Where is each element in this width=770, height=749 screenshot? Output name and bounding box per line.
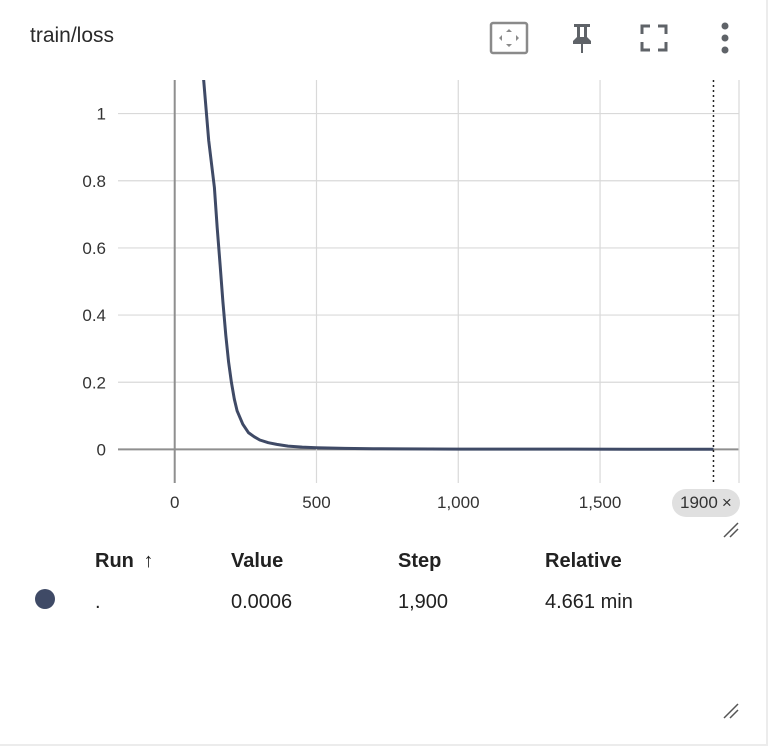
run-name: . <box>95 590 101 613</box>
pin-button[interactable] <box>562 18 602 58</box>
fullscreen-button[interactable] <box>634 18 674 58</box>
cursor-step-chip[interactable]: 1900 × <box>672 489 740 517</box>
sort-arrow-icon: ↑ <box>143 549 154 572</box>
x-tick-label: 500 <box>302 493 330 512</box>
cursor-step-label: 1900 <box>680 493 718 512</box>
y-tick-label: 0.8 <box>82 172 106 191</box>
x-tick-label: 1,000 <box>437 493 480 512</box>
y-tick-label: 1 <box>97 105 106 124</box>
x-tick-label: 1,500 <box>579 493 622 512</box>
color-column <box>30 545 95 577</box>
fit-domain-button[interactable] <box>489 18 529 58</box>
relative-cell: 4.661 min <box>545 590 633 613</box>
more-vert-icon <box>721 22 729 54</box>
resize-handle-icon[interactable] <box>722 521 740 539</box>
relative-column-header[interactable]: Relative <box>545 549 622 572</box>
value-cell: 0.0006 <box>231 590 293 613</box>
resize-handle-icon[interactable] <box>722 702 740 720</box>
y-tick-label: 0 <box>97 440 106 459</box>
card-title: train/loss <box>30 24 115 47</box>
fit-domain-icon <box>489 21 529 55</box>
loss-series-line <box>202 80 714 451</box>
data-table: Run ↑ Value Step Relative . 0.0006 1,900… <box>30 545 705 627</box>
y-tick-label: 0.6 <box>82 239 106 258</box>
fullscreen-icon <box>640 24 668 52</box>
step-cell: 1,900 <box>398 590 449 613</box>
close-icon[interactable]: × <box>721 493 732 512</box>
y-tick-label: 0.4 <box>82 306 106 325</box>
y-tick-label: 0.2 <box>82 373 106 392</box>
x-tick-label: 0 <box>170 493 179 512</box>
run-column-header[interactable]: Run ↑ <box>95 545 231 577</box>
loss-line-chart[interactable]: 0 0.2 0.4 0.6 0.8 1 0 500 1,000 1,500 <box>0 70 770 530</box>
table-row: . 0.0006 1,900 4.661 min <box>30 577 705 627</box>
pin-icon <box>573 24 591 53</box>
run-color-swatch <box>35 589 55 609</box>
more-options-button[interactable] <box>705 18 745 58</box>
run-header-label: Run <box>95 549 134 572</box>
step-column-header[interactable]: Step <box>398 549 442 572</box>
value-column-header[interactable]: Value <box>231 549 284 572</box>
